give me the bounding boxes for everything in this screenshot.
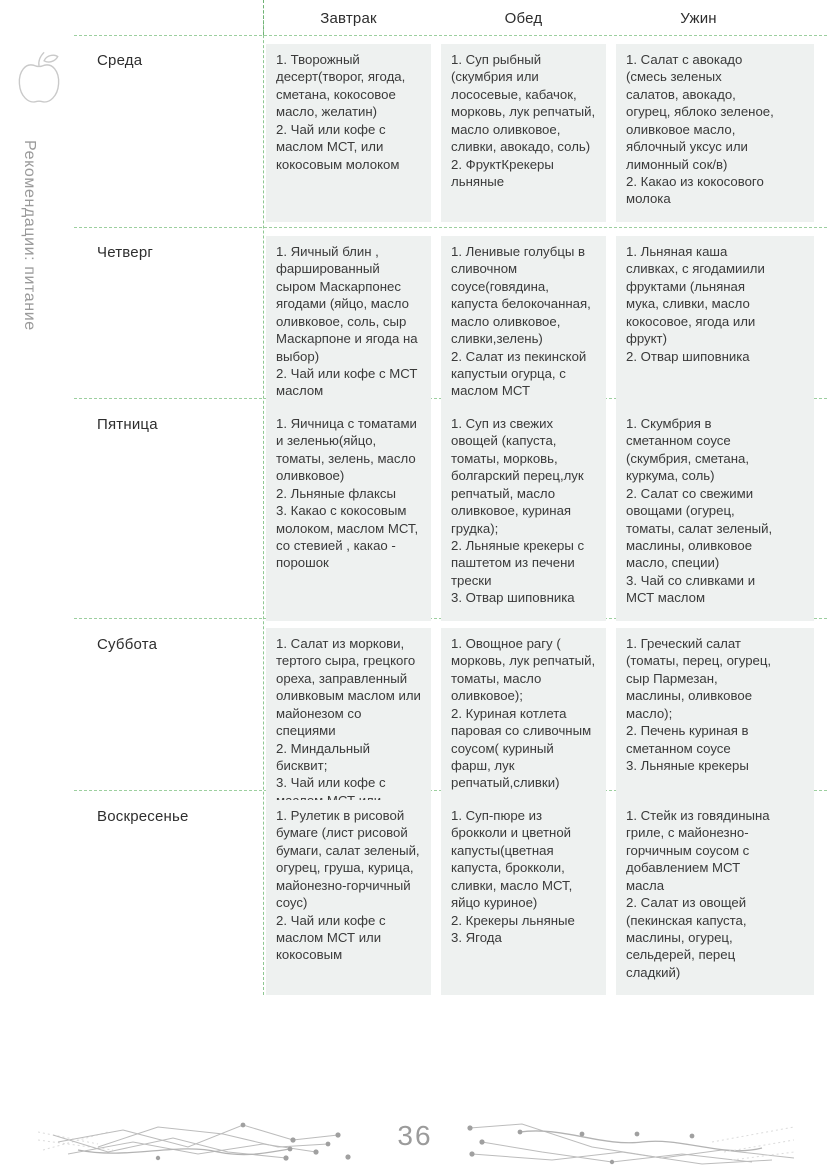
meal-item: 2. Крекеры льняные xyxy=(451,912,575,928)
table-vertical-divider-top xyxy=(263,0,264,35)
meal-item: 2. Миндальный бисквит; xyxy=(276,740,371,773)
meal-item: 2. Салат со свежими овощами (огурец, том… xyxy=(626,485,773,571)
meal-item: 1. Стейк из говядинына гриле, с майонезн… xyxy=(626,808,770,893)
meal-cell-breakfast: 1. Творожный десерт(творог, ягода, смета… xyxy=(266,44,431,222)
meal-cell-dinner: 1. Скумбрия в сметанном соусе (скумбрия,… xyxy=(616,408,814,621)
meal-item: 1. Суп рыбный (скумбрия или лососевые, к… xyxy=(451,52,596,155)
meal-cell-dinner: 1. Стейк из говядинына гриле, с майонезн… xyxy=(616,800,814,996)
meal-item: 1. Яичный блин , фаршированный сыром Мас… xyxy=(276,244,418,364)
table-row: Среда 1. Творожный десерт(творог, ягода, … xyxy=(0,44,827,222)
meal-item: 2. Печень куриная в сметанном соусе xyxy=(626,723,749,756)
row-divider xyxy=(74,35,827,36)
day-label: Воскресенье xyxy=(97,808,189,825)
column-header-dinner: Ужин xyxy=(680,10,717,27)
footer-decoration-left xyxy=(38,1122,351,1161)
meal-cell-breakfast: 1. Рулетик в рисовой бумаге (лист рисово… xyxy=(266,800,431,996)
meal-cell-breakfast: 1. Яичница с томатами и зеленью(яйцо, то… xyxy=(266,408,431,621)
meal-item: 1. Салат из моркови, тертого сыра, грецк… xyxy=(276,636,421,739)
table-row: Четверг 1. Яичный блин , фаршированный сы… xyxy=(0,236,827,414)
meal-item: 3. Ягода xyxy=(451,929,502,945)
meal-item: 2. Чай или кофе с маслом МСТ, или кокосо… xyxy=(276,121,400,172)
meal-item: 2. Чай или кофе с маслом МСТ или кокосов… xyxy=(276,912,386,963)
meal-item: 2. Салат из пекинской капустыи огурца, с… xyxy=(451,348,587,399)
meal-item: 2. Какао из кокосового молока xyxy=(626,173,764,207)
meal-item: 2. Куриная котлета паровая со сливочным … xyxy=(451,705,592,791)
meal-item: 1. Греческий салат (томаты, перец, огуре… xyxy=(626,636,772,721)
meal-item: 2. Льняные крекеры с паштетом из печени … xyxy=(451,537,585,588)
meal-cell-lunch: 1. Суп рыбный (скумбрия или лососевые, к… xyxy=(441,44,606,222)
meal-item: 1. Суп-пюре из брокколи и цветной капуст… xyxy=(451,808,573,911)
table-row: Воскресенье 1. Рулетик в рисовой бумаге (… xyxy=(0,800,827,996)
meal-item: 1. Рулетик в рисовой бумаге (лист рисово… xyxy=(276,808,420,911)
day-label: Пятница xyxy=(97,416,158,433)
day-label: Четверг xyxy=(97,244,154,261)
column-header-lunch: Обед xyxy=(504,10,543,27)
meal-item: 2. Салат из овощей (пекинская капуста, м… xyxy=(626,895,747,980)
footer-decoration-right xyxy=(467,1123,794,1165)
meal-item: 3. Какао с кокосовым молоком, маслом МСТ… xyxy=(276,503,419,571)
meal-item: 1. Салат с авокадо (смесь зеленых салато… xyxy=(626,52,774,172)
meal-cell-dinner: 1. Льняная каша сливках, с ягодамиили фр… xyxy=(616,236,814,414)
day-label: Суббота xyxy=(97,636,158,653)
meal-item: 2. Отвар шиповника xyxy=(626,348,750,364)
meal-item: 1. Суп из свежих овощей (капуста, томаты… xyxy=(451,416,584,536)
meal-item: 1. Скумбрия в сметанном соусе (скумбрия,… xyxy=(626,416,750,484)
day-label: Среда xyxy=(97,52,143,69)
meal-item: 2. ФруктКрекеры льняные xyxy=(451,156,554,189)
meal-item: 3. Чай со сливками и МСТ маслом xyxy=(626,572,756,606)
meal-item: 1. Овощное рагу ( морковь, лук репчатый,… xyxy=(451,636,596,704)
meal-item: 3. Отвар шиповника xyxy=(451,590,575,606)
meal-cell-lunch: 1. Суп-пюре из брокколи и цветной капуст… xyxy=(441,800,606,996)
meal-item: 1. Ленивые голубцы в сливочном соусе(гов… xyxy=(451,244,591,347)
apple-icon xyxy=(18,51,60,103)
table-row: Пятница 1. Яичница с томатами и зеленью(я… xyxy=(0,408,827,621)
meal-item: 1. Льняная каша сливках, с ягодамиили фр… xyxy=(626,244,765,347)
meal-cell-lunch: 1. Ленивые голубцы в сливочном соусе(гов… xyxy=(441,236,606,414)
row-divider xyxy=(74,227,827,228)
meal-item: 1. Яичница с томатами и зеленью(яйцо, то… xyxy=(276,416,417,484)
meal-cell-dinner: 1. Салат с авокадо (смесь зеленых салато… xyxy=(616,44,814,222)
meal-cell-breakfast: 1. Яичный блин , фаршированный сыром Мас… xyxy=(266,236,431,414)
table-vertical-divider xyxy=(263,0,264,995)
page-number: 36 xyxy=(397,1120,433,1151)
column-header-breakfast: Завтрак xyxy=(320,10,377,27)
sidebar-label: Рекомендации: питание xyxy=(21,140,38,331)
meal-item: 2. Чай или кофе с МСТ маслом xyxy=(276,365,418,399)
meal-item: 3. Льняные крекеры xyxy=(626,757,749,773)
meal-item: 2. Льняные флаксы xyxy=(276,485,396,501)
meal-item: 1. Творожный десерт(творог, ягода, смета… xyxy=(276,52,406,120)
meal-cell-lunch: 1. Суп из свежих овощей (капуста, томаты… xyxy=(441,408,606,621)
